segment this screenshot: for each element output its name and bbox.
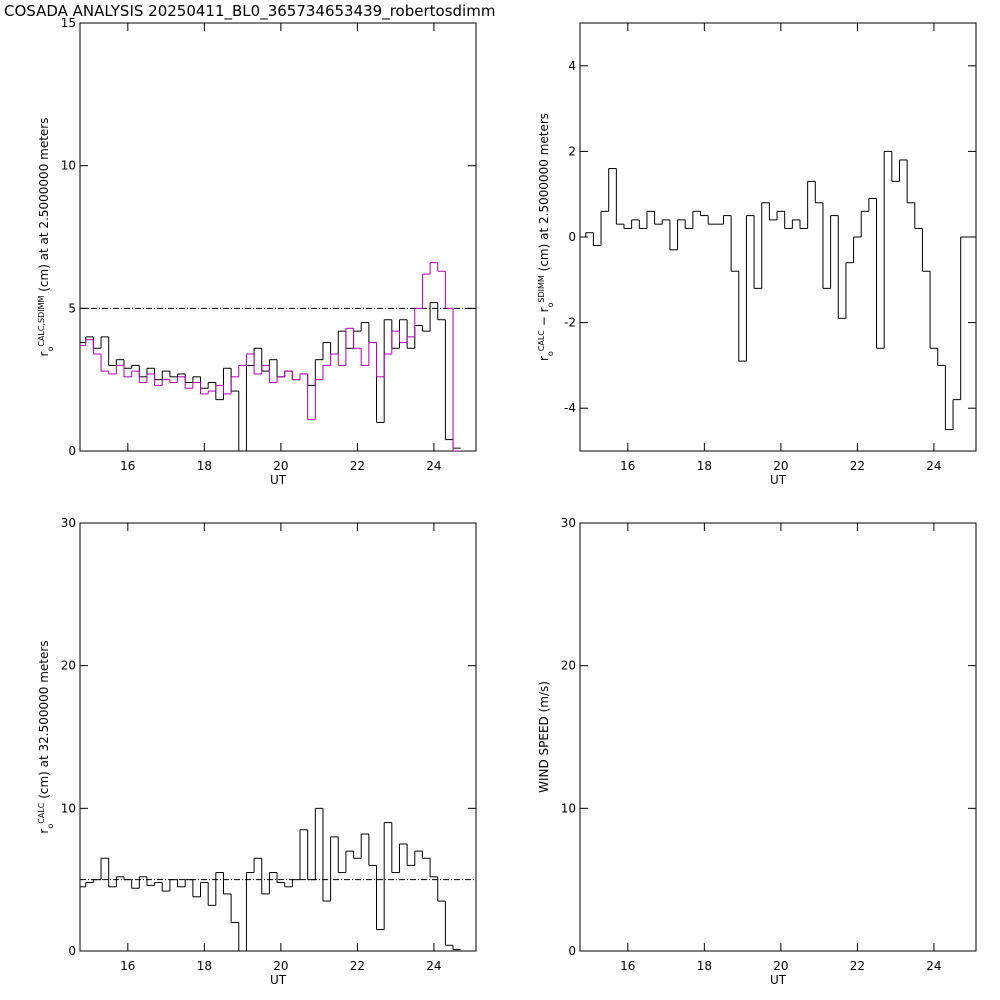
series — [580, 150, 969, 431]
y-tick-label: 4 — [568, 59, 576, 73]
step-riser — [85, 262, 454, 451]
y-tick-label: 20 — [561, 659, 576, 673]
x-tick-label: 16 — [120, 959, 135, 973]
y-axis-label-part: SDIMM — [537, 275, 546, 303]
y-tick-label: 20 — [61, 659, 76, 673]
plot-frame — [579, 522, 977, 952]
y-tick-label: -4 — [564, 401, 576, 415]
x-tick-label: 22 — [850, 459, 865, 473]
y-axis-label-part: CALC — [537, 330, 546, 352]
y-axis-label-part: r — [37, 829, 51, 834]
x-tick-label: 20 — [273, 459, 288, 473]
x-tick-label: 16 — [620, 959, 635, 973]
y-tick-label: 0 — [68, 444, 76, 458]
panel: 16 18 20 22 24 0 10 20 30 UT roCALC (cm) at 32.500… — [37, 516, 477, 987]
y-tick-label: 30 — [61, 516, 76, 530]
x-tick-label: 18 — [197, 459, 212, 473]
y-tick-label: -2 — [564, 316, 576, 330]
x-tick-label: 24 — [426, 459, 441, 473]
plot-frame — [79, 22, 477, 452]
x-tick-label: 20 — [773, 459, 788, 473]
y-tick-label: 15 — [61, 16, 76, 30]
y-axis-label-part: (cm) at 32.500000 meters — [37, 640, 51, 802]
y-axis-label-part: r — [37, 351, 51, 356]
x-tick-label: 22 — [850, 959, 865, 973]
y-tick-label: 10 — [561, 801, 576, 815]
x-axis-label: UT — [770, 473, 787, 487]
x-tick-label: 16 — [620, 459, 635, 473]
y-axis-label-part: CALC,SDIMM — [37, 295, 46, 346]
y-axis-label-part: r — [537, 356, 551, 361]
x-tick-label: 16 — [120, 459, 135, 473]
figure-title: COSADA ANALYSIS 20250411_BL0_36573465343… — [4, 2, 495, 21]
y-tick-label: 0 — [568, 230, 576, 244]
panel: 16 18 20 22 24 0 5 10 15 UT roCALC,SDIMM (cm) at a… — [37, 16, 477, 487]
x-tick-label: 22 — [350, 959, 365, 973]
y-axis-label-part: CALC — [37, 802, 46, 824]
step-riser — [85, 808, 454, 951]
y-axis-label-part: (cm) at 2.5000000 meters — [537, 113, 551, 275]
y-axis-label-part: − r — [537, 307, 551, 330]
y-axis-label: WIND SPEED (m/s) — [537, 681, 551, 793]
x-tick-label: 24 — [926, 959, 941, 973]
series — [80, 262, 461, 451]
y-axis-label-part: (cm) at at 2.5000000 meters — [37, 118, 51, 296]
x-tick-label: 20 — [773, 959, 788, 973]
y-axis-label: roCALC − roSDIMM (cm) at 2.5000000 meter… — [537, 113, 555, 361]
x-axis-label: UT — [270, 473, 287, 487]
y-axis-label: roCALC (cm) at 32.500000 meters — [37, 640, 55, 833]
step-riser — [585, 151, 962, 430]
y-tick-label: 10 — [61, 801, 76, 815]
x-tick-label: 24 — [426, 959, 441, 973]
y-tick-label: 0 — [568, 944, 576, 958]
x-tick-label: 22 — [350, 459, 365, 473]
y-tick-label: 10 — [61, 159, 76, 173]
plot-frame — [79, 522, 477, 952]
x-tick-label: 18 — [697, 459, 712, 473]
series — [80, 807, 461, 951]
x-tick-label: 18 — [697, 959, 712, 973]
x-axis-label: UT — [270, 973, 287, 987]
y-axis-label-part: o — [546, 351, 555, 356]
x-tick-label: 24 — [926, 459, 941, 473]
x-tick-label: 18 — [197, 959, 212, 973]
y-tick-label: 5 — [68, 301, 76, 315]
y-axis-label-part: o — [46, 824, 55, 829]
panel: 16 18 20 22 24 0 10 20 30 UT WIND SPEED (m/s) — [537, 516, 977, 987]
y-axis-label-part: o — [46, 347, 55, 352]
y-tick-label: 2 — [568, 144, 576, 158]
y-axis-label-part: WIND SPEED (m/s) — [537, 681, 551, 793]
y-axis-label: roCALC,SDIMM (cm) at at 2.5000000 meters — [37, 118, 55, 357]
x-axis-label: UT — [770, 973, 787, 987]
x-tick-label: 20 — [273, 959, 288, 973]
y-tick-label: 0 — [68, 944, 76, 958]
y-tick-label: 30 — [561, 516, 576, 530]
y-axis-label-part: o — [546, 302, 555, 307]
